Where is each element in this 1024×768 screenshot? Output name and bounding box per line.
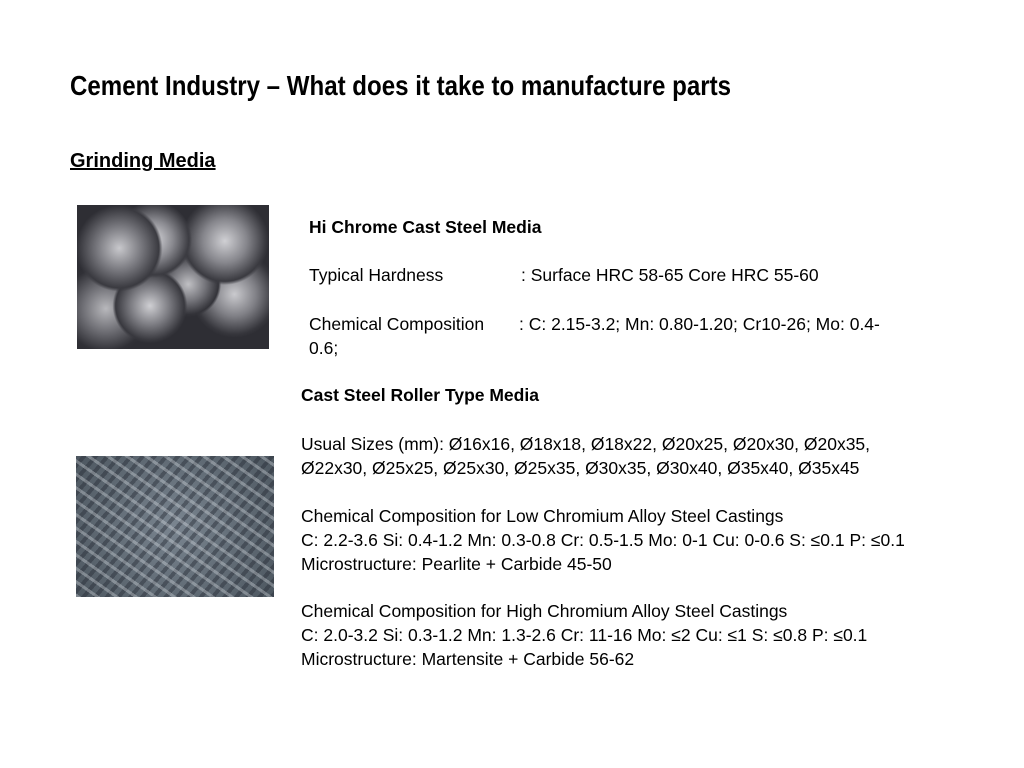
hardness-value: : Surface HRC 58-65 Core HRC 55-60 xyxy=(521,265,819,285)
composition-label: Chemical Composition xyxy=(309,314,485,334)
high-chrome-values: C: 2.0-3.2 Si: 0.3-1.2 Mn: 1.3-2.6 Cr: 1… xyxy=(301,625,868,645)
composition-value: : C: 2.15-3.2; Mn: 0.80-1.20; Cr10-26; M… xyxy=(519,314,880,334)
hi-chrome-heading: Hi Chrome Cast Steel Media xyxy=(309,217,542,237)
hardness-label: Typical Hardness xyxy=(309,265,444,285)
section-heading: Grinding Media xyxy=(70,150,216,172)
low-chrome-micro: Microstructure: Pearlite + Carbide 45-50 xyxy=(301,554,612,574)
high-chrome-micro: Microstructure: Martensite + Carbide 56-… xyxy=(301,649,635,669)
sizes-line-1: Usual Sizes (mm): Ø16x16, Ø18x18, Ø18x22… xyxy=(301,434,871,454)
low-chrome-values: C: 2.2-3.6 Si: 0.4-1.2 Mn: 0.3-0.8 Cr: 0… xyxy=(301,530,905,550)
grinding-balls-photo xyxy=(77,205,269,349)
high-chrome-heading: Chemical Composition for High Chromium A… xyxy=(301,601,788,621)
slide-title: Cement Industry – What does it take to m… xyxy=(70,70,731,101)
sizes-line-2: Ø22x30, Ø25x25, Ø25x30, Ø25x35, Ø30x35, … xyxy=(301,458,860,478)
roller-heading: Cast Steel Roller Type Media xyxy=(301,385,539,405)
low-chrome-heading: Chemical Composition for Low Chromium Al… xyxy=(301,506,784,526)
roller-media-photo xyxy=(76,456,274,597)
composition-cont: 0.6; xyxy=(309,338,339,358)
